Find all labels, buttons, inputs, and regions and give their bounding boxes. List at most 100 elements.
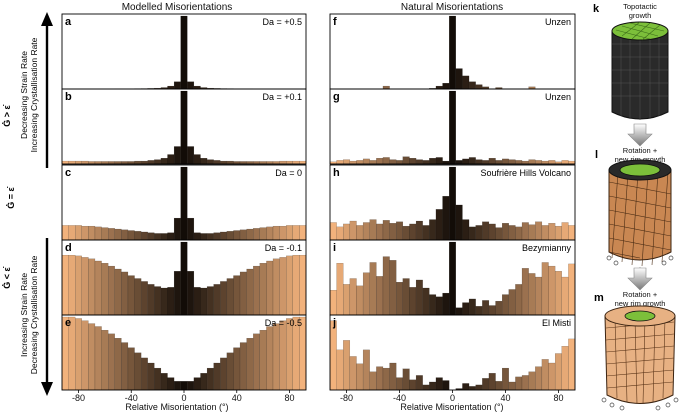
bar-j-17 <box>442 380 450 391</box>
bar-i-32 <box>541 262 549 316</box>
schematic-k: k Topotactic growth <box>593 2 669 120</box>
schematic-k-letter: k <box>593 3 600 15</box>
bar-h-25 <box>495 227 503 241</box>
bar-d-26 <box>233 275 241 316</box>
bar-a-18 <box>180 15 188 90</box>
bar-c-22 <box>206 233 214 241</box>
bar-c-36 <box>299 225 307 241</box>
bar-h-2 <box>343 223 351 241</box>
bar-d-15 <box>160 287 168 316</box>
bar-i-19 <box>455 307 463 316</box>
bar-d-13 <box>147 284 155 316</box>
bar-c-31 <box>266 226 274 241</box>
x-tick-label-modelled-2: 0 <box>181 393 186 403</box>
bar-j-31 <box>535 366 543 391</box>
bar-g-31 <box>535 160 543 165</box>
chart-panels: a Da = +0.5 b Da = +0.1 c Da = 0 d Da = -0.1 e Da… <box>61 13 576 403</box>
modelled-column-title: Modelled Misorientations <box>122 2 233 13</box>
panel-label-a: Da = +0.5 <box>262 17 302 27</box>
bar-i-4 <box>356 285 364 316</box>
bar-j-20 <box>462 383 470 391</box>
bar-i-16 <box>435 296 443 316</box>
bar-c-9 <box>121 229 129 241</box>
bar-b-17 <box>173 146 181 165</box>
bar-e-16 <box>167 377 175 391</box>
bar-g-23 <box>482 160 490 165</box>
bar-e-34 <box>286 318 293 391</box>
crystal-k-top-grid <box>615 21 665 41</box>
bar-b-15 <box>160 158 168 165</box>
bar-c-3 <box>81 225 89 241</box>
bar-i-8 <box>382 256 390 316</box>
natural-column-title: Natural Misorientations <box>401 2 503 13</box>
bar-j-27 <box>508 381 516 391</box>
bar-d-2 <box>75 255 82 316</box>
bar-d-11 <box>134 278 142 316</box>
bar-j-34 <box>554 353 562 391</box>
bar-i-3 <box>349 278 357 316</box>
bar-e-24 <box>220 357 228 391</box>
panel-label-f: Unzen <box>545 17 571 27</box>
panel-c: c Da = 0 <box>61 164 307 241</box>
x-axis-label-modelled: Relative Misorientation (°) <box>125 402 228 412</box>
bar-c-1 <box>68 225 76 241</box>
bar-e-31 <box>266 326 274 391</box>
bar-g-6 <box>369 160 377 165</box>
panel-j: j El Misti <box>329 314 576 391</box>
bar-e-7 <box>108 333 115 391</box>
panel-h: h Soufrière Hills Volcano <box>329 164 576 241</box>
bar-c-19 <box>187 217 195 241</box>
panel-frame-g <box>329 88 576 165</box>
bar-c-14 <box>154 233 162 241</box>
bar-g-26 <box>502 158 509 165</box>
schematic-m-letter: m <box>594 292 604 304</box>
panel-letter-i: i <box>333 242 336 254</box>
bar-h-29 <box>521 222 529 241</box>
bar-d-36 <box>299 254 307 316</box>
panel-letter-a: a <box>65 16 72 28</box>
bar-j-13 <box>415 375 423 391</box>
bar-j-3 <box>349 356 357 391</box>
bar-h-28 <box>515 226 523 241</box>
bar-g-33 <box>548 160 556 165</box>
bar-e-26 <box>233 347 241 391</box>
top-line1: Decreasing Strain Rate <box>19 51 29 139</box>
bar-d-32 <box>272 258 280 316</box>
bar-d-30 <box>259 263 267 316</box>
bar-j-14 <box>422 384 430 391</box>
bar-i-13 <box>415 279 423 316</box>
bar-g-1 <box>336 160 344 165</box>
bar-j-11 <box>402 368 410 391</box>
bar-j-24 <box>488 373 496 391</box>
x-tick-label-natural-2: 0 <box>450 393 455 403</box>
bar-e-30 <box>259 329 267 391</box>
schematic-m-caption-line2: new rim growth <box>615 299 666 308</box>
bar-j-21 <box>468 386 476 391</box>
bar-j-36 <box>568 338 576 391</box>
bar-c-13 <box>147 232 155 241</box>
schematic-m: m Rotation + new rim growth <box>594 290 679 411</box>
bar-i-0 <box>329 290 337 316</box>
bar-e-33 <box>279 320 287 391</box>
bar-g-8 <box>382 157 390 165</box>
bar-j-10 <box>396 377 403 391</box>
side-annotation-top: Decreasing Strain Rate Increasing Crysta… <box>2 12 53 168</box>
bar-i-26 <box>502 294 509 316</box>
panel-letter-j: j <box>332 317 336 329</box>
bar-d-19 <box>187 271 195 316</box>
bar-j-12 <box>409 379 417 391</box>
bar-g-15 <box>429 158 437 165</box>
bar-d-18 <box>180 241 188 316</box>
bar-c-35 <box>292 225 300 241</box>
bar-g-20 <box>462 158 470 165</box>
bar-h-14 <box>422 225 430 241</box>
bar-j-26 <box>502 367 509 391</box>
bar-f-17 <box>442 83 450 90</box>
bar-c-16 <box>167 232 175 241</box>
bar-j-25 <box>495 381 503 391</box>
bar-d-10 <box>127 275 135 316</box>
bar-g-13 <box>415 159 423 165</box>
bar-j-9 <box>389 362 397 391</box>
bar-j-35 <box>561 346 569 391</box>
panel-frame-b <box>61 88 307 165</box>
